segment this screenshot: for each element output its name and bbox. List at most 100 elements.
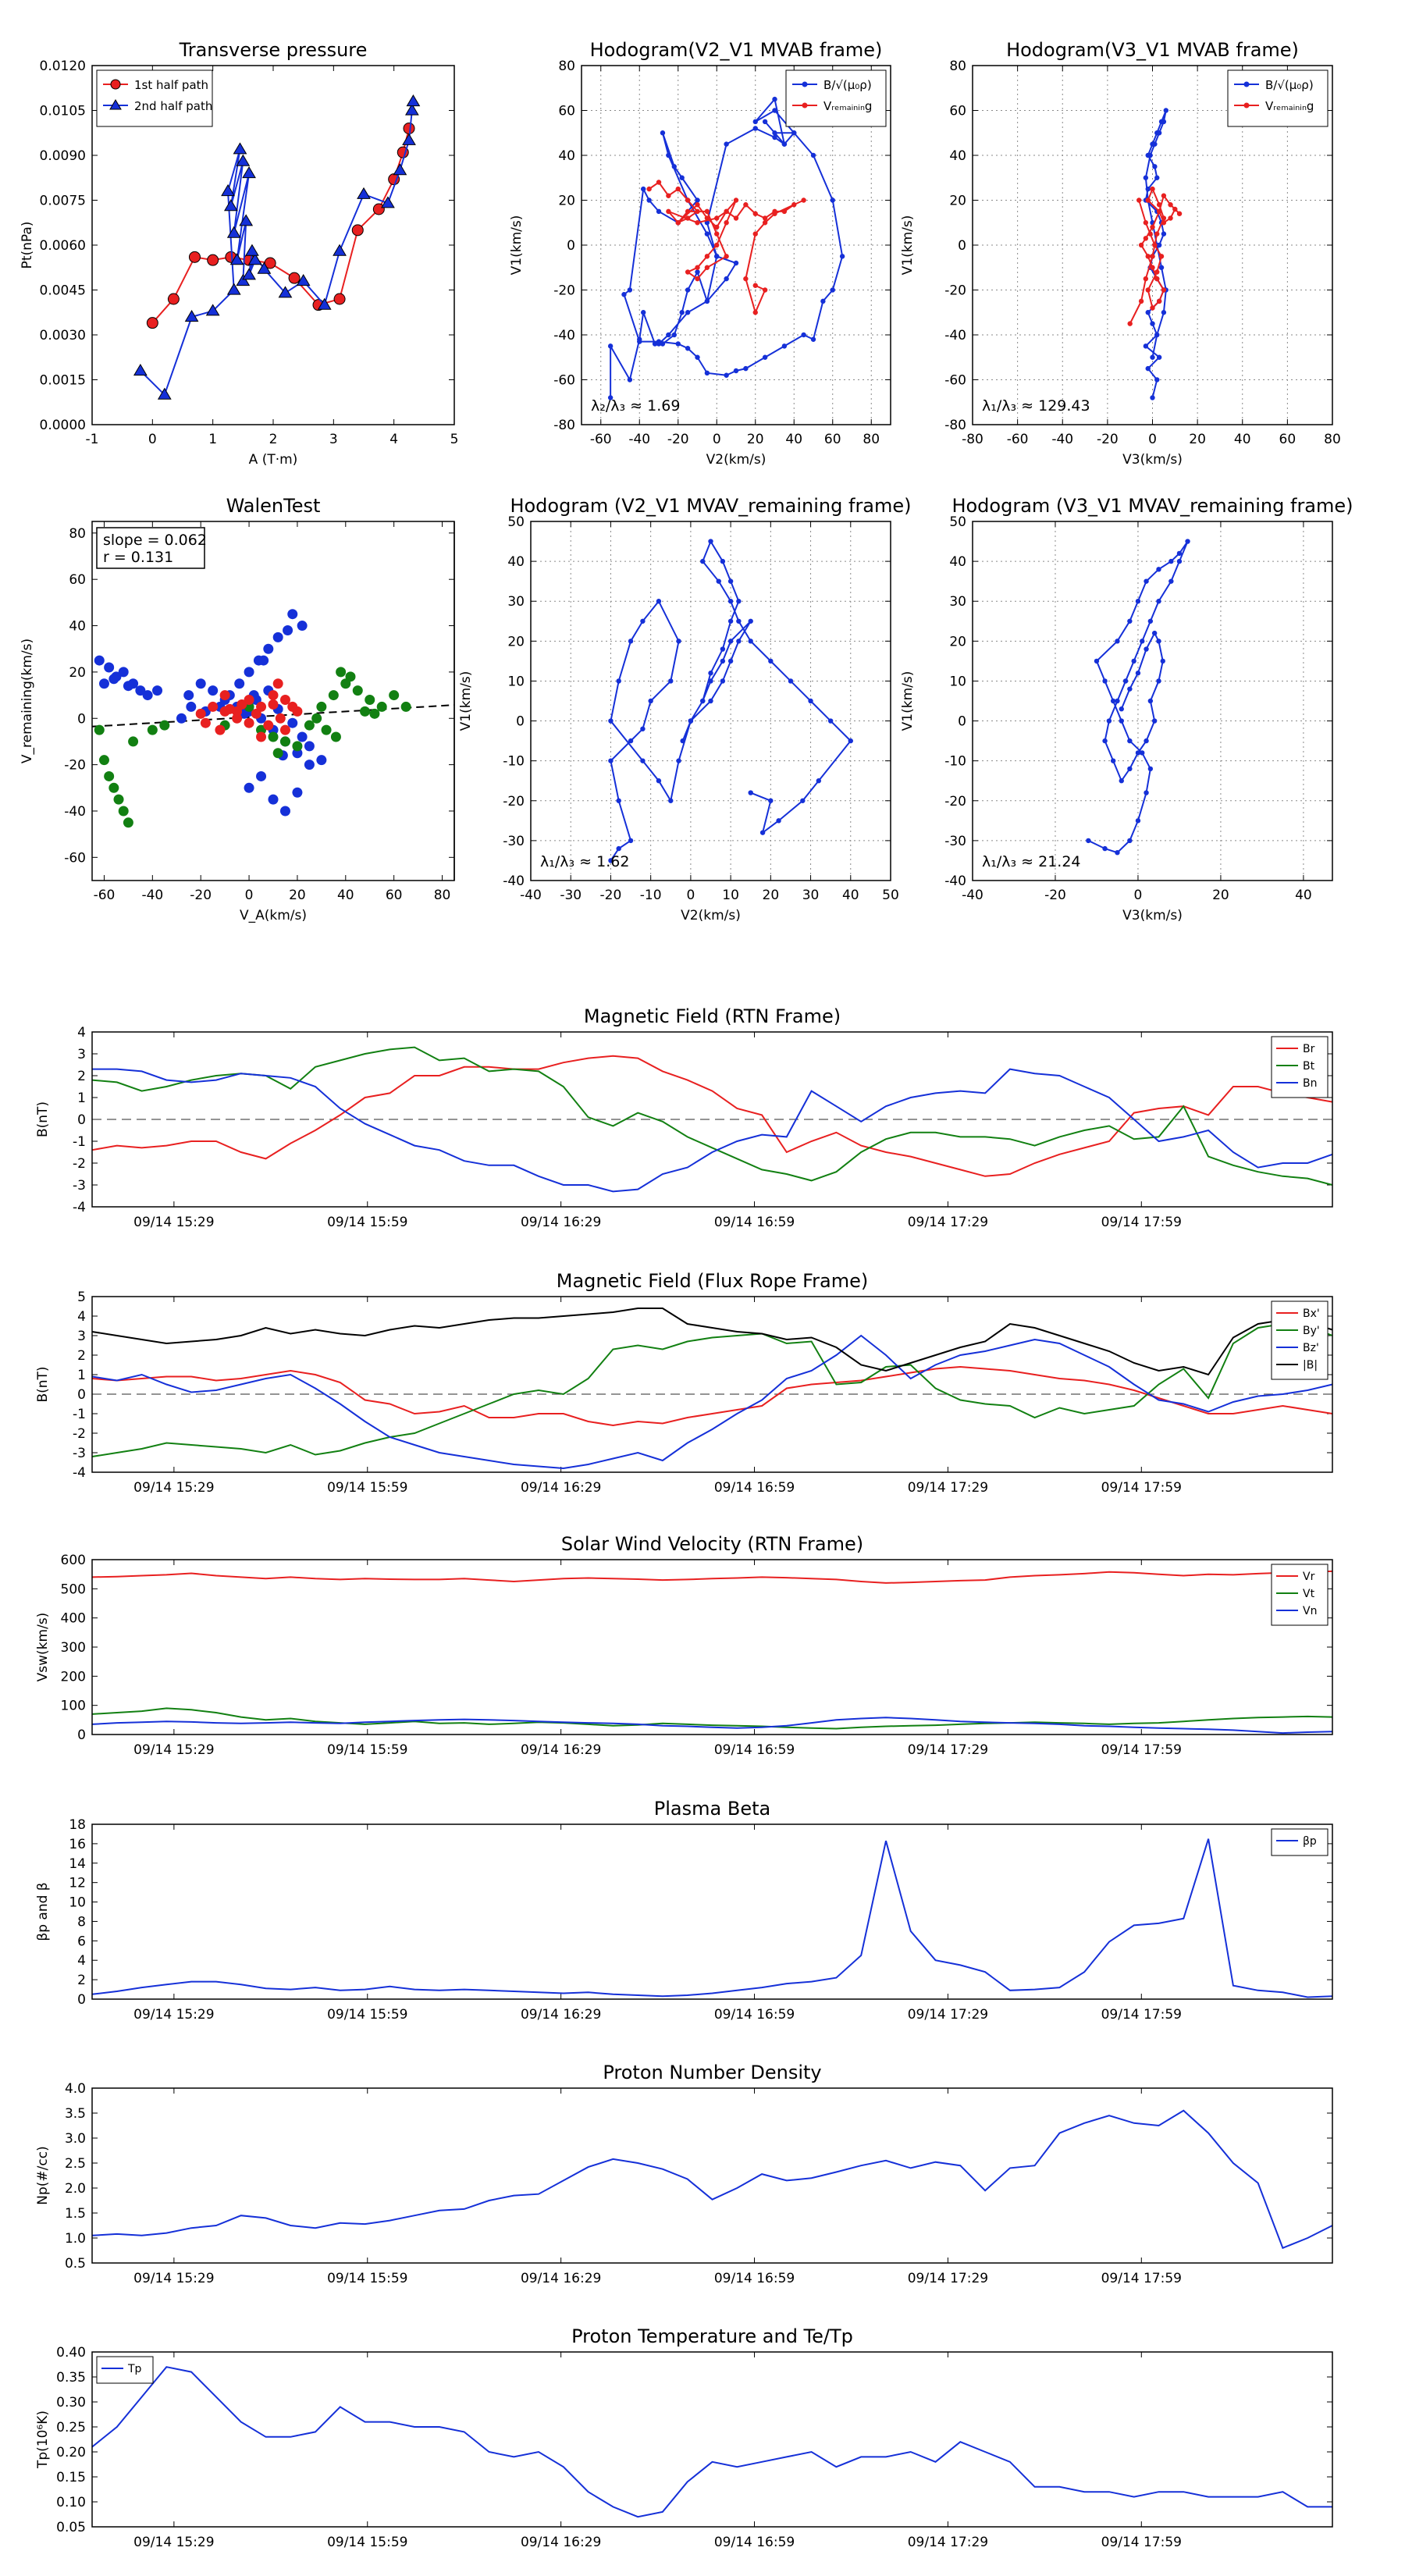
- data-point: [608, 758, 614, 763]
- x-tick-label: 40: [337, 888, 354, 903]
- data-point: [272, 678, 283, 689]
- data-point: [685, 197, 691, 203]
- data-point: [660, 341, 666, 347]
- data-point: [188, 251, 201, 263]
- data-point: [752, 283, 758, 288]
- y-tick-label: 40: [507, 554, 525, 570]
- chart-np: 0.5 1.0 1.5 2.0 2.5 3.0 3.5 4.0 09/14 15:29 09/14…: [35, 2062, 1333, 2286]
- time-tick-label: 09/14 15:59: [327, 1215, 407, 1230]
- time-tick-label: 09/14 17:29: [908, 1480, 988, 1496]
- time-tick-label: 09/14 15:59: [327, 1742, 407, 1758]
- data-point: [287, 609, 298, 620]
- y-tick-label: -30: [503, 834, 525, 849]
- y-tick-label: -30: [944, 834, 966, 849]
- data-point: [800, 798, 806, 803]
- y-tick-label: -2: [73, 1426, 86, 1442]
- data-point: [714, 254, 720, 259]
- x-axis-label: V3(km/s): [1122, 452, 1183, 468]
- data-point: [708, 539, 713, 544]
- series-line-h3-0: [610, 539, 852, 861]
- data-point: [1127, 321, 1133, 326]
- data-point: [727, 639, 734, 644]
- data-point: [1150, 354, 1155, 360]
- y-tick-label: 0: [77, 711, 86, 727]
- y-axis-label: βp and β: [35, 1882, 51, 1941]
- data-point: [656, 341, 662, 347]
- y-tick-label: 2.5: [65, 2156, 86, 2172]
- data-point: [679, 175, 685, 180]
- data-point: [776, 818, 781, 824]
- data-point: [256, 724, 267, 735]
- data-point: [118, 806, 129, 817]
- y-tick-label: 20: [69, 665, 86, 681]
- data-point: [1131, 658, 1136, 664]
- data-point: [208, 685, 219, 696]
- stats-text: slope = 0.062: [103, 532, 207, 549]
- data-point: [666, 152, 671, 158]
- data-point: [159, 720, 170, 731]
- data-point: [714, 224, 720, 230]
- legend-label: By': [1303, 1325, 1320, 1337]
- data-point: [733, 197, 739, 203]
- data-point: [801, 197, 806, 203]
- legend-label: B/√(μ₀ρ): [823, 78, 872, 92]
- data-point: [104, 662, 115, 673]
- data-point: [679, 310, 685, 315]
- data-point: [292, 748, 303, 759]
- y-tick-label: 20: [949, 634, 966, 649]
- legend-marker: [110, 79, 121, 90]
- y-tick-label: 0: [516, 714, 525, 730]
- x-tick-label: 10: [722, 888, 739, 903]
- y-tick-label: 1.0: [65, 2231, 86, 2247]
- data-point: [1143, 220, 1149, 226]
- data-point: [304, 760, 315, 770]
- series-line-tp-1: [140, 101, 414, 397]
- data-point: [704, 215, 710, 221]
- data-point: [641, 310, 646, 315]
- time-tick-label: 09/14 17:29: [908, 1742, 988, 1758]
- y-tick-label: 0: [77, 1992, 86, 2008]
- time-tick-label: 09/14 16:29: [521, 2007, 601, 2023]
- y-tick-label: 3: [77, 1329, 86, 1344]
- fit-line: [91, 704, 455, 728]
- data-point: [288, 272, 301, 284]
- x-tick-label: -20: [667, 432, 689, 447]
- data-point: [1154, 332, 1160, 338]
- time-tick-label: 09/14 17:59: [1101, 1480, 1182, 1496]
- plot-frame: [91, 2351, 1333, 2528]
- chart-bf_fr: -4 -3 -2 -1 0 1 2 3 4 5 09/14 15:29 09/14 15:59 09/1…: [35, 1270, 1333, 1496]
- y-tick-label: 20: [558, 194, 575, 209]
- x-tick-label: -20: [190, 888, 212, 903]
- data-point: [810, 336, 816, 342]
- x-tick-label: 50: [882, 888, 899, 903]
- x-tick-label: 80: [434, 888, 451, 903]
- data-point: [646, 197, 652, 203]
- data-point: [830, 287, 835, 293]
- chart-title: Proton Temperature and Te/Tp: [571, 2325, 853, 2347]
- time-tick-label: 09/14 15:59: [327, 2535, 407, 2550]
- y-tick-label: 3: [77, 1047, 86, 1062]
- y-tick-label: 16: [69, 1837, 86, 1852]
- data-point: [781, 141, 788, 147]
- data-point: [656, 778, 662, 784]
- data-point: [1136, 197, 1142, 203]
- data-point: [1140, 639, 1145, 644]
- data-point: [714, 215, 720, 221]
- y-tick-label: 0: [77, 1387, 86, 1403]
- series-line-sw-0: [91, 1570, 1333, 1584]
- x-tick-label: -80: [962, 432, 984, 447]
- data-point: [695, 202, 700, 208]
- data-point: [176, 713, 187, 724]
- data-point: [781, 208, 788, 215]
- y-tick-label: 0.0105: [40, 104, 86, 119]
- legend-label: 1st half path: [134, 78, 208, 92]
- y-tick-label: 1: [77, 1368, 86, 1383]
- data-point: [244, 782, 254, 793]
- data-point: [316, 701, 327, 712]
- y-tick-label: 0.0090: [40, 148, 86, 164]
- x-tick-label: 0: [245, 888, 254, 903]
- y-tick-label: -40: [553, 328, 575, 343]
- x-tick-label: 60: [386, 888, 403, 903]
- data-point: [637, 339, 642, 344]
